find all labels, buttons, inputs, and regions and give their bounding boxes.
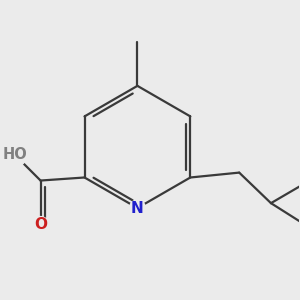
Text: HO: HO <box>2 147 27 162</box>
Circle shape <box>130 200 146 216</box>
Circle shape <box>33 217 49 232</box>
Circle shape <box>3 143 27 167</box>
Text: O: O <box>34 217 47 232</box>
Text: N: N <box>131 200 144 215</box>
